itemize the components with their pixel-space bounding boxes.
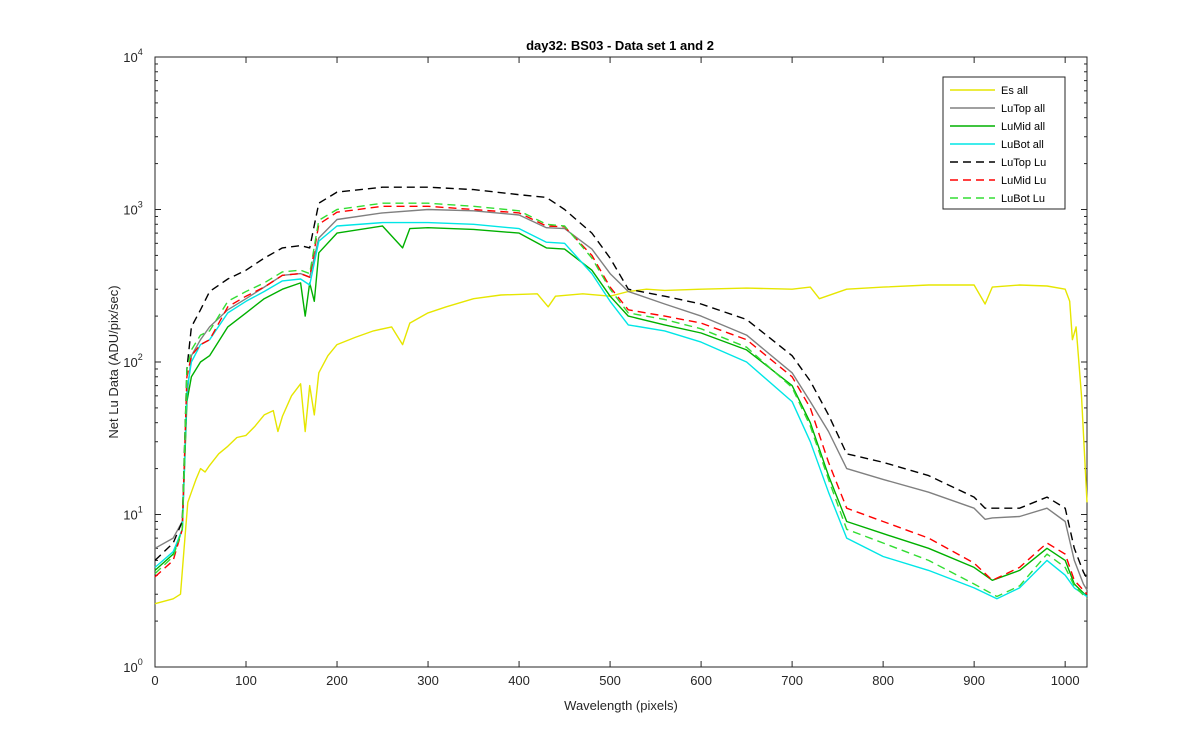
- legend-label: LuMid Lu: [1001, 175, 1046, 187]
- legend-label: LuTop all: [1001, 103, 1045, 115]
- x-tick-label: 500: [599, 673, 621, 688]
- x-tick-label: 600: [690, 673, 712, 688]
- legend-label: LuBot Lu: [1001, 193, 1045, 205]
- legend-label: LuMid all: [1001, 121, 1045, 133]
- x-tick-label: 0: [151, 673, 158, 688]
- x-axis: 0 100 200 300 400 500 600 700 800 900 1000: [151, 57, 1080, 688]
- series-layer: [154, 186, 1088, 605]
- y-tick-label: 101: [123, 505, 142, 523]
- x-tick-label: 300: [417, 673, 439, 688]
- legend-label: LuTop Lu: [1001, 157, 1046, 169]
- x-tick-label: 1000: [1051, 673, 1080, 688]
- series-line: [154, 205, 1088, 595]
- plot-area: [154, 56, 1088, 668]
- legend-label: LuBot all: [1001, 139, 1044, 151]
- x-tick-label: 400: [508, 673, 530, 688]
- x-tick-label: 900: [963, 673, 985, 688]
- chart-title: day32: BS03 - Data set 1 and 2: [526, 38, 714, 53]
- series-line: [154, 221, 1088, 600]
- x-tick-label: 200: [326, 673, 348, 688]
- y-axis: 100 101 102 103 104: [123, 47, 1087, 675]
- x-tick-label: 100: [235, 673, 257, 688]
- y-tick-label: 102: [123, 352, 142, 370]
- x-tick-label: 800: [872, 673, 894, 688]
- y-tick-label: 104: [123, 47, 142, 65]
- y-tick-label: 103: [123, 200, 142, 218]
- series-line: [154, 225, 1088, 597]
- legend: Es all LuTop all LuMid all LuBot all LuTop L…: [942, 76, 1066, 210]
- series-line: [154, 202, 1088, 600]
- y-axis-label: Net Lu Data (ADU/pix/sec): [106, 285, 121, 438]
- y-tick-label: 100: [123, 657, 142, 675]
- x-axis-label: Wavelength (pixels): [564, 698, 678, 713]
- series-line: [154, 284, 1088, 605]
- series-line: [154, 186, 1088, 579]
- legend-label: Es all: [1001, 85, 1028, 97]
- x-tick-label: 700: [781, 673, 803, 688]
- legend-box: [942, 76, 1066, 210]
